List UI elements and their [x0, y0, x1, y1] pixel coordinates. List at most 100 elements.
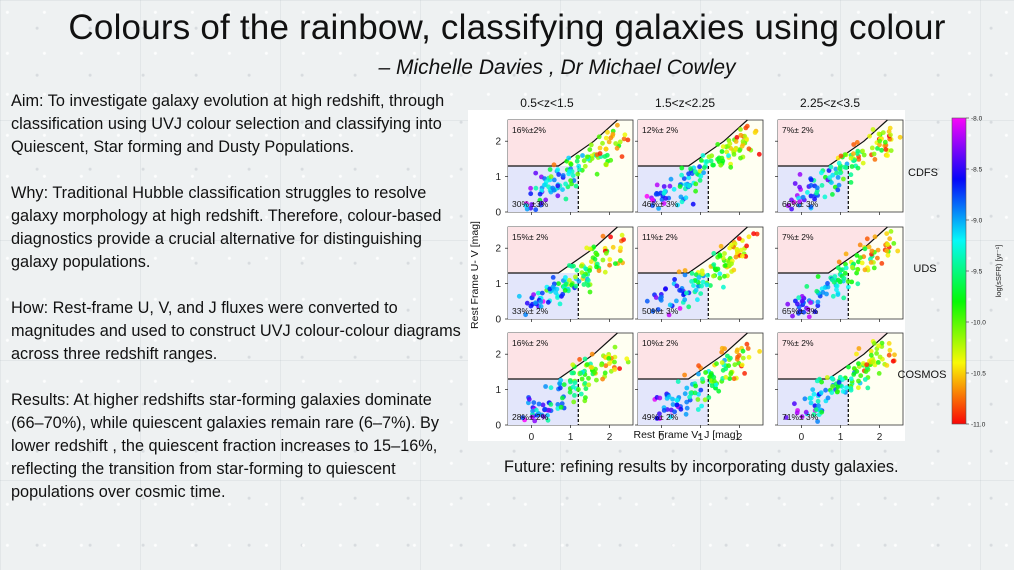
- data-point: [830, 192, 835, 197]
- data-point: [871, 341, 877, 346]
- data-point: [740, 139, 746, 144]
- data-point: [529, 414, 535, 420]
- data-point: [567, 389, 573, 395]
- data-point: [834, 287, 839, 293]
- data-point: [574, 158, 580, 164]
- colorbar-tick-label: -9.0: [971, 218, 983, 225]
- data-point: [695, 397, 701, 402]
- data-point: [603, 146, 609, 152]
- data-point: [563, 275, 568, 280]
- data-point: [833, 166, 839, 172]
- data-point: [838, 153, 844, 159]
- colorbar-tick-label: -10.0: [971, 320, 986, 327]
- data-point: [856, 259, 861, 265]
- data-point: [655, 191, 661, 197]
- data-point: [790, 313, 795, 319]
- data-point: [754, 231, 760, 237]
- data-point: [708, 158, 714, 164]
- star-forming-fraction-label: 30% ±3%: [512, 199, 549, 209]
- data-point: [829, 180, 834, 185]
- y-tick-label: 2: [495, 137, 501, 148]
- data-point: [573, 274, 578, 280]
- data-point: [854, 151, 860, 156]
- aim-paragraph: Aim: To investigate galaxy evolution at …: [11, 92, 445, 156]
- data-point: [789, 197, 794, 203]
- data-point: [883, 147, 889, 152]
- data-point: [562, 288, 568, 293]
- data-point: [713, 267, 719, 273]
- data-point: [528, 185, 533, 191]
- data-point: [720, 158, 726, 164]
- data-point: [577, 357, 582, 362]
- data-point: [599, 362, 604, 368]
- x-tick-label: 2: [607, 432, 613, 441]
- data-point: [870, 359, 876, 365]
- quiescent-fraction-label: 7%± 2%: [782, 338, 814, 348]
- data-point: [597, 151, 603, 156]
- data-point: [832, 274, 838, 279]
- data-point: [683, 182, 689, 187]
- data-point: [653, 295, 659, 300]
- data-point: [854, 253, 860, 258]
- slide-title: Colours of the rainbow, classifying gala…: [68, 8, 946, 47]
- data-point: [594, 171, 600, 177]
- data-point: [698, 173, 704, 179]
- data-point: [551, 187, 557, 193]
- data-point: [751, 231, 756, 237]
- data-point: [884, 248, 890, 254]
- data-point: [856, 385, 861, 391]
- data-point: [842, 152, 848, 157]
- data-point: [811, 412, 817, 417]
- data-point: [732, 362, 738, 368]
- data-point: [516, 293, 522, 299]
- data-point: [711, 273, 716, 279]
- quiescent-boundary-line: [638, 332, 748, 380]
- data-point: [658, 296, 663, 302]
- data-point: [567, 277, 572, 283]
- data-point: [854, 351, 859, 357]
- data-point: [613, 261, 618, 266]
- data-point: [842, 270, 848, 276]
- quiescent-region: [778, 227, 888, 273]
- data-point: [588, 259, 594, 264]
- data-point: [862, 267, 868, 273]
- data-point: [868, 348, 874, 354]
- data-point: [799, 298, 805, 304]
- data-point: [686, 175, 692, 181]
- data-point: [572, 380, 578, 386]
- data-point: [840, 267, 845, 272]
- star-forming-fraction-label: 71%± 3%: [782, 412, 819, 422]
- star-forming-fraction-label: 66%± 3%: [782, 199, 819, 209]
- data-point: [688, 166, 693, 172]
- data-point: [830, 293, 836, 299]
- quiescent-boundary-line: [638, 119, 748, 167]
- data-point: [670, 396, 675, 402]
- data-point: [667, 302, 673, 308]
- quiescent-boundary-line: [508, 119, 618, 167]
- data-point: [729, 242, 734, 248]
- data-point: [813, 407, 819, 412]
- data-point: [855, 281, 861, 287]
- data-point: [836, 160, 842, 166]
- data-point: [538, 299, 544, 305]
- data-point: [537, 191, 543, 197]
- data-point: [796, 310, 801, 316]
- y-tick-label: 0: [495, 208, 501, 219]
- data-point: [548, 402, 554, 407]
- data-point: [594, 264, 599, 270]
- data-point: [600, 257, 606, 263]
- data-point: [742, 133, 748, 139]
- data-point: [690, 201, 696, 207]
- data-point: [828, 164, 834, 170]
- data-point: [581, 282, 587, 287]
- data-point: [689, 279, 694, 284]
- data-point: [745, 346, 751, 351]
- data-point: [837, 279, 843, 285]
- data-point: [869, 145, 875, 151]
- data-point: [529, 202, 535, 207]
- data-point: [875, 146, 880, 151]
- data-point: [888, 148, 894, 153]
- data-point: [545, 417, 551, 423]
- future-paragraph: Future: refining results by incorporatin…: [504, 458, 899, 476]
- data-point: [624, 356, 630, 362]
